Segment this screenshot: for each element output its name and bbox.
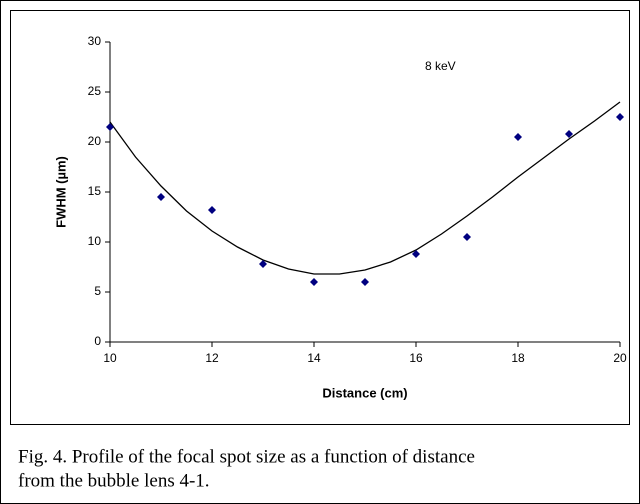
annotation: 8 keV: [425, 59, 456, 73]
data-point: [616, 113, 624, 121]
x-tick-label: 14: [307, 351, 321, 365]
x-tick-label: 10: [103, 351, 117, 365]
data-point: [208, 206, 216, 214]
x-tick-label: 12: [205, 351, 219, 365]
y-axis-label: FWHM (µm): [53, 156, 68, 228]
y-tick-label: 15: [88, 184, 102, 198]
data-point: [259, 260, 267, 268]
x-tick-label: 20: [613, 351, 627, 365]
y-tick-label: 10: [88, 234, 102, 248]
data-point: [565, 130, 573, 138]
x-axis-label: Distance (cm): [322, 385, 407, 400]
data-point: [361, 278, 369, 286]
caption-line: Fig. 4. Profile of the focal spot size a…: [18, 446, 475, 467]
y-tick-label: 0: [94, 334, 101, 348]
data-point: [463, 233, 471, 241]
data-point: [310, 278, 318, 286]
data-point: [157, 193, 165, 201]
data-point: [412, 250, 420, 258]
y-tick-label: 5: [94, 284, 101, 298]
chart-frame: [10, 10, 630, 425]
x-tick-label: 16: [409, 351, 423, 365]
y-tick-label: 25: [88, 84, 102, 98]
trend-line: [109, 101, 621, 275]
data-point: [514, 133, 522, 141]
x-tick-label: 18: [511, 351, 525, 365]
y-tick-label: 20: [88, 134, 102, 148]
caption-line: from the bubble lens 4-1.: [18, 470, 210, 491]
y-tick-label: 30: [88, 34, 102, 48]
data-point: [106, 123, 114, 131]
